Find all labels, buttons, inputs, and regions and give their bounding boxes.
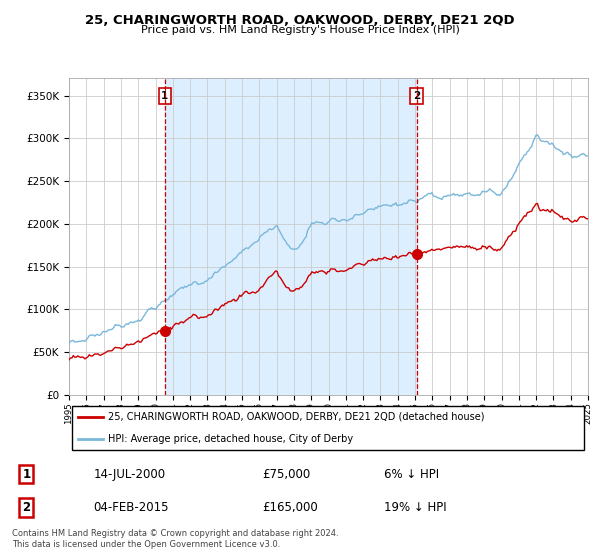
- Text: Contains HM Land Registry data © Crown copyright and database right 2024.
This d: Contains HM Land Registry data © Crown c…: [12, 529, 338, 549]
- Text: 19% ↓ HPI: 19% ↓ HPI: [385, 501, 447, 514]
- Text: 1: 1: [161, 91, 169, 101]
- Text: 2: 2: [22, 501, 31, 514]
- Text: 25, CHARINGWORTH ROAD, OAKWOOD, DERBY, DE21 2QD: 25, CHARINGWORTH ROAD, OAKWOOD, DERBY, D…: [85, 14, 515, 27]
- Text: £75,000: £75,000: [262, 468, 310, 480]
- Text: Price paid vs. HM Land Registry's House Price Index (HPI): Price paid vs. HM Land Registry's House …: [140, 25, 460, 35]
- Text: £165,000: £165,000: [262, 501, 318, 514]
- Text: 04-FEB-2015: 04-FEB-2015: [94, 501, 169, 514]
- FancyBboxPatch shape: [71, 406, 584, 450]
- Text: 6% ↓ HPI: 6% ↓ HPI: [385, 468, 439, 480]
- Bar: [165, 78, 416, 395]
- Text: 14-JUL-2000: 14-JUL-2000: [94, 468, 166, 480]
- Text: HPI: Average price, detached house, City of Derby: HPI: Average price, detached house, City…: [108, 434, 353, 444]
- Text: 2: 2: [413, 91, 420, 101]
- Text: 1: 1: [22, 468, 31, 480]
- Text: 25, CHARINGWORTH ROAD, OAKWOOD, DERBY, DE21 2QD (detached house): 25, CHARINGWORTH ROAD, OAKWOOD, DERBY, D…: [108, 412, 484, 422]
